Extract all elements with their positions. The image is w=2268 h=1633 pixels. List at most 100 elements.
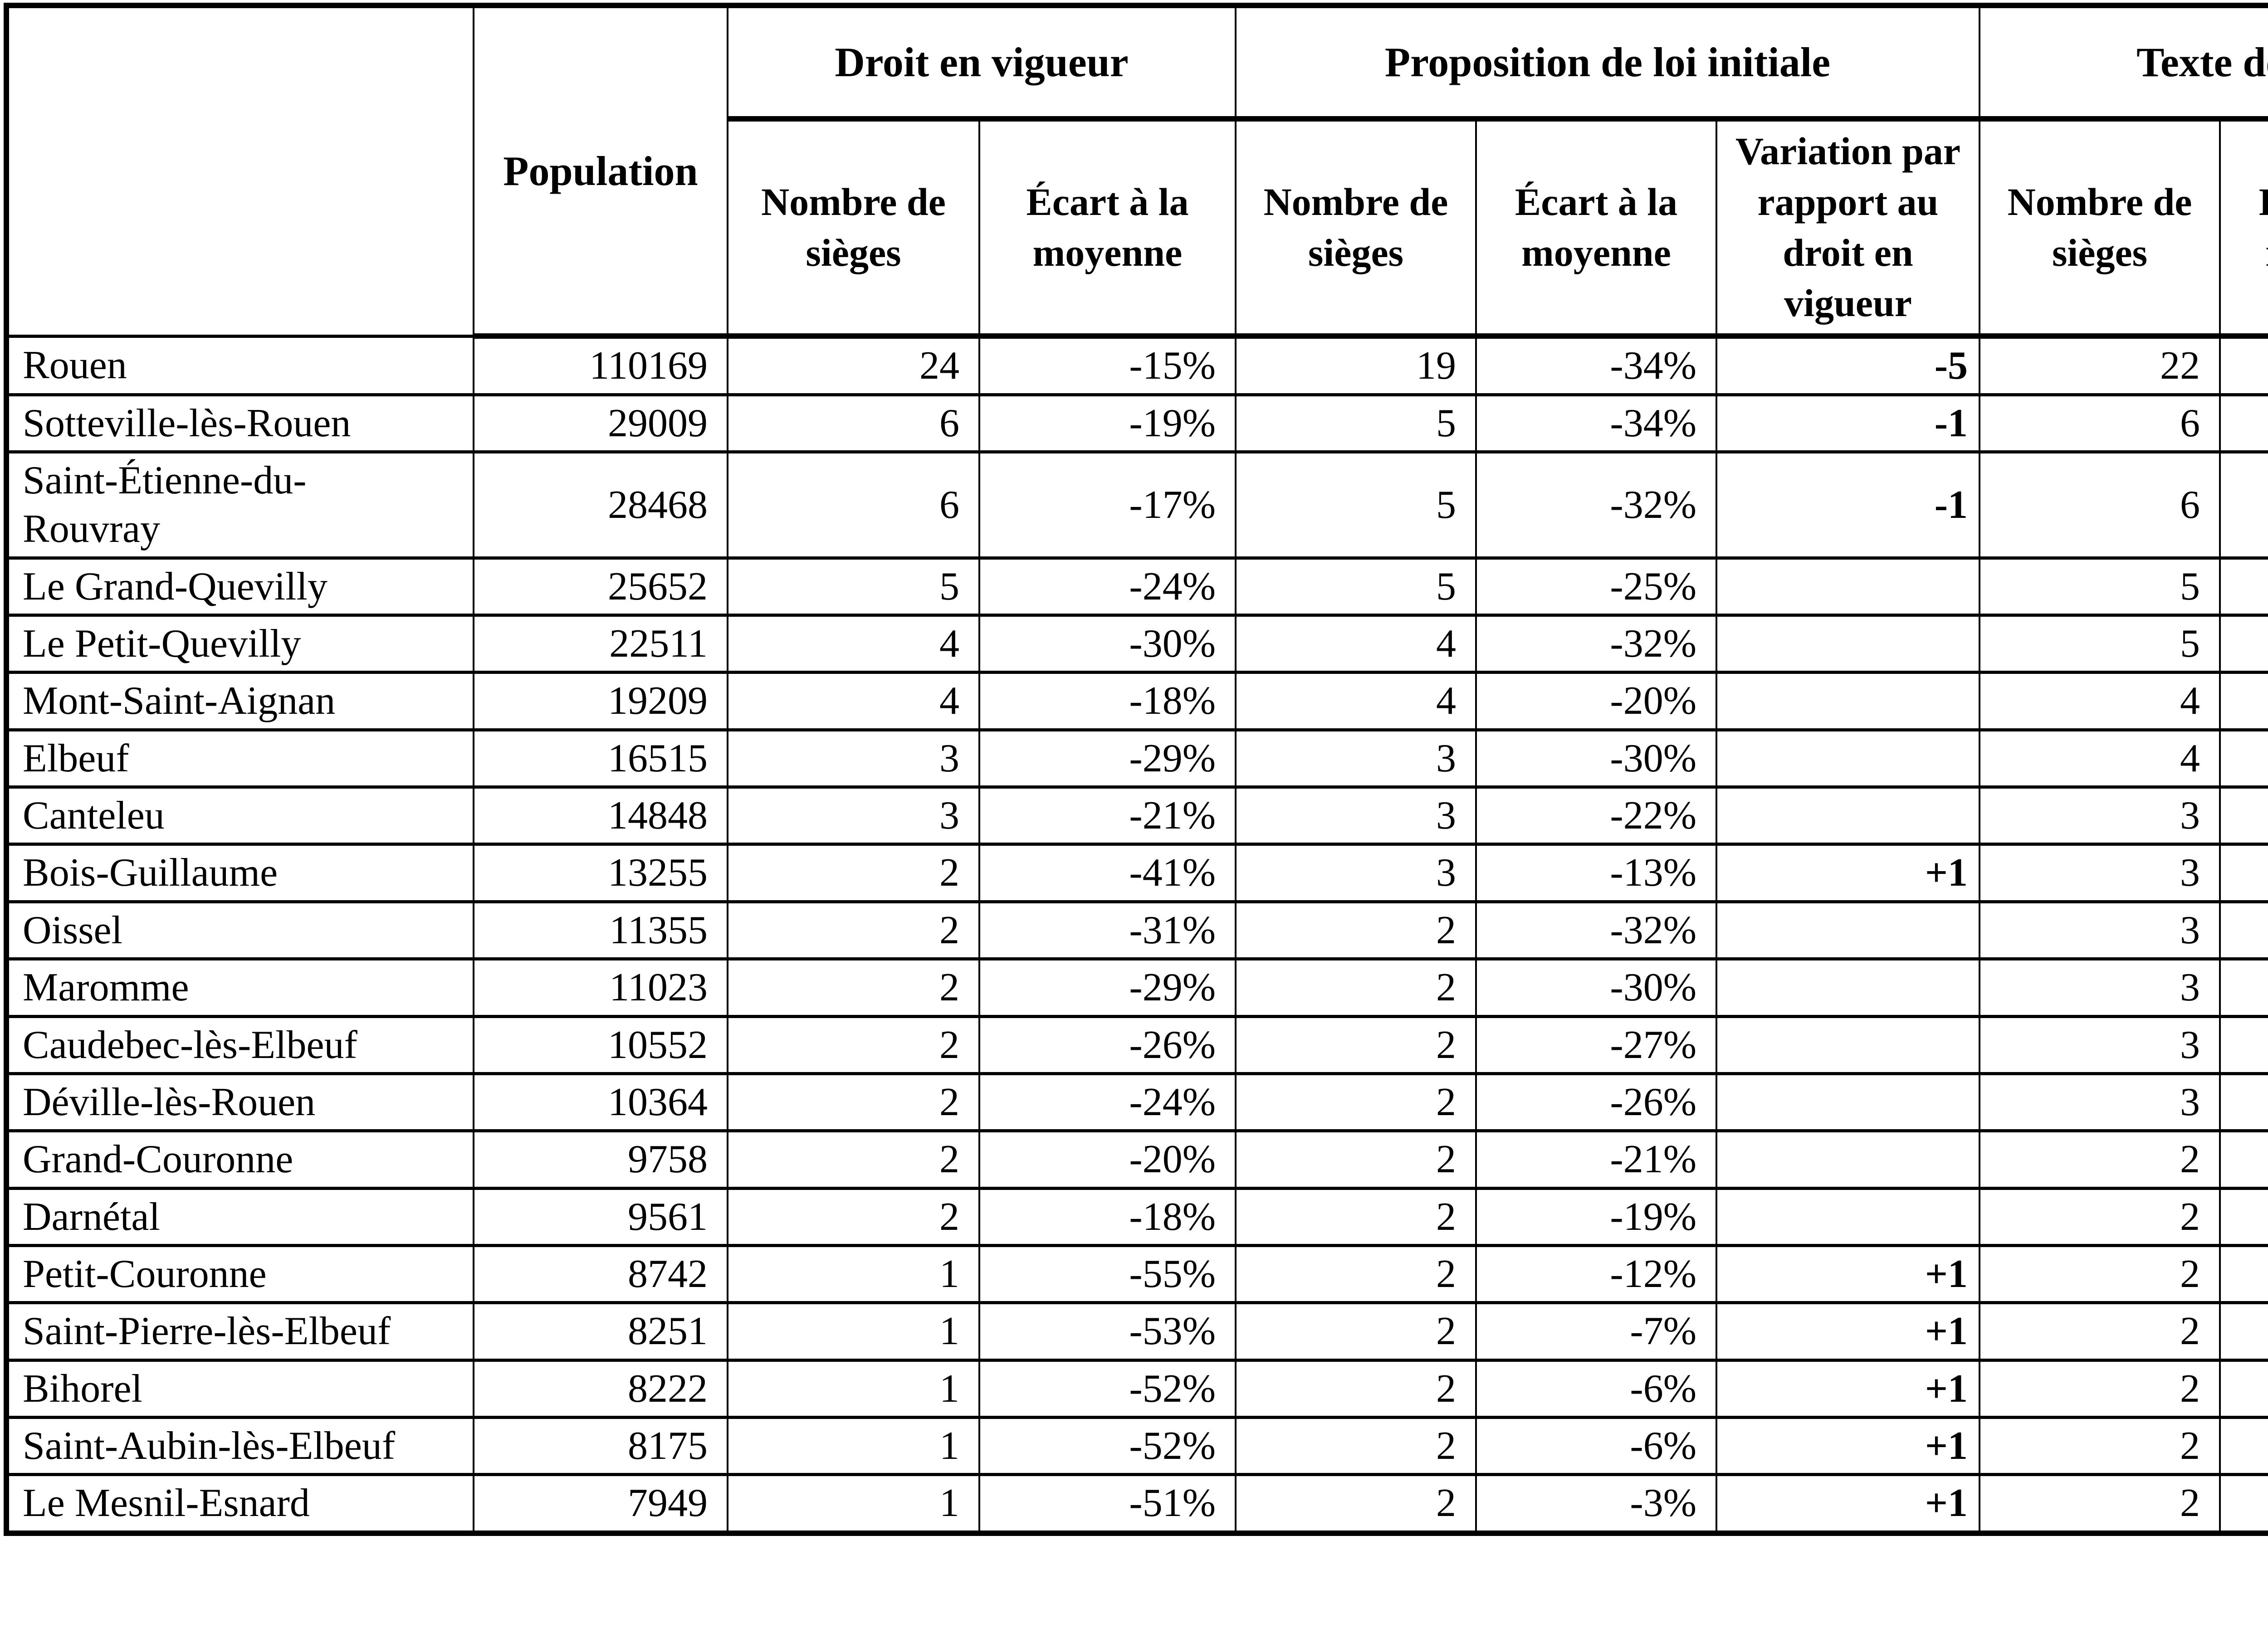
commune-cell: Bois-Guillaume: [5, 843, 474, 903]
commission-nombre-sieges-header: Nombre de sièges: [1979, 117, 2221, 339]
ppl-variation-cell: [1715, 1186, 1981, 1247]
droit-ecart-cell: -53%: [978, 1301, 1237, 1362]
commission-ecart-cell: -26%: [2219, 1186, 2268, 1247]
population-cell: 28468: [473, 450, 728, 560]
commission-ecart-cell: -22%: [2219, 613, 2268, 674]
droit-ecart-cell: -29%: [978, 728, 1237, 789]
commune-cell: Saint-Étienne-du- Rouvray: [5, 450, 474, 560]
ppl-variation-cell: [1715, 1072, 1981, 1133]
header-texte-commission: Texte de la commission: [1979, 4, 2268, 122]
commission-ecart-cell: -27%: [2219, 671, 2268, 731]
droit-ecart-cell: -21%: [978, 785, 1237, 846]
commune-cell: Bihorel: [5, 1358, 474, 1419]
commission-sieges-cell: 2: [1979, 1416, 2221, 1477]
droit-ecart-cell: -20%: [978, 1129, 1237, 1190]
ppl-ecart-cell: -21%: [1475, 1129, 1717, 1190]
ppl-sieges-cell: 2: [1235, 1186, 1477, 1247]
table-header: Population Droit en vigueur Proposition …: [5, 4, 2268, 339]
ppl-variation-cell: +1: [1715, 843, 1981, 903]
ppl-nombre-sieges-header: Nombre de sièges: [1235, 117, 1477, 339]
population-cell: 22511: [473, 613, 728, 674]
commission-sieges-cell: 5: [1979, 613, 2221, 674]
droit-ecart-cell: -52%: [978, 1416, 1237, 1477]
ppl-variation-cell: [1715, 613, 1981, 674]
ppl-sieges-cell: 2: [1235, 1072, 1477, 1133]
droit-ecart-cell: -26%: [978, 1014, 1237, 1075]
population-cell: 13255: [473, 843, 728, 903]
commission-sieges-cell: 3: [1979, 1072, 2221, 1133]
commission-ecart-cell: -20%: [2219, 843, 2268, 903]
ppl-ecart-cell: -34%: [1475, 393, 1717, 453]
corner-cell: [5, 4, 474, 338]
table-row: Saint-Pierre-lès-Elbeuf82511-53%2-7%+12-…: [5, 1301, 2268, 1362]
droit-ecart-cell: -17%: [978, 450, 1237, 560]
droit-sieges-cell: 1: [727, 1416, 980, 1477]
droit-sieges-cell: 24: [727, 334, 980, 396]
commission-sieges-cell: 2: [1979, 1473, 2221, 1535]
droit-ecart-cell: -41%: [978, 843, 1237, 903]
ppl-sieges-cell: 2: [1235, 900, 1477, 961]
commission-ecart-cell: -31%: [2219, 556, 2268, 617]
table-row: Sotteville-lès-Rouen290096-19%5-34%-16-2…: [5, 393, 2268, 453]
commission-ecart-cell: -27%: [2219, 393, 2268, 453]
ppl-ecart-cell: -3%: [1475, 1473, 1717, 1535]
ppl-variation-cell: [1715, 728, 1981, 789]
ppl-variation-cell: [1715, 957, 1981, 1018]
droit-ecart-cell: -24%: [978, 1072, 1237, 1133]
population-cell: 11023: [473, 957, 728, 1018]
population-cell: 14848: [473, 785, 728, 846]
ppl-sieges-cell: 2: [1235, 957, 1477, 1018]
droit-sieges-cell: 2: [727, 1186, 980, 1247]
ppl-variation-cell: +1: [1715, 1416, 1981, 1477]
ppl-sieges-cell: 4: [1235, 671, 1477, 731]
commission-ecart-moyenne-header: Écart à la moyenne: [2219, 117, 2268, 339]
droit-sieges-cell: 1: [727, 1473, 980, 1535]
droit-sieges-cell: 5: [727, 556, 980, 617]
ppl-sieges-cell: 2: [1235, 1129, 1477, 1190]
commune-cell: Grand-Couronne: [5, 1129, 474, 1190]
commission-ecart-cell: +0%: [2219, 1014, 2268, 1075]
ppl-variation-cell: +1: [1715, 1358, 1981, 1419]
droit-sieges-cell: 2: [727, 957, 980, 1018]
droit-sieges-cell: 2: [727, 1014, 980, 1075]
commune-cell: Darnétal: [5, 1186, 474, 1247]
commission-sieges-cell: 3: [1979, 843, 2221, 903]
ppl-sieges-cell: 2: [1235, 1473, 1477, 1535]
commune-cell: Saint-Aubin-lès-Elbeuf: [5, 1416, 474, 1477]
commission-sieges-cell: 4: [1979, 728, 2221, 789]
seats-table: Population Droit en vigueur Proposition …: [4, 3, 2268, 1536]
commune-cell: Canteleu: [5, 785, 474, 846]
commission-sieges-cell: 4: [1979, 671, 2221, 731]
droit-sieges-cell: 2: [727, 1072, 980, 1133]
group-header-row: Population Droit en vigueur Proposition …: [5, 4, 2268, 339]
ppl-variation-header: Variation par rapport au droit en vigueu…: [1715, 117, 1981, 339]
commission-sieges-cell: 6: [1979, 450, 2221, 560]
ppl-variation-cell: +1: [1715, 1243, 1981, 1305]
ppl-ecart-cell: -13%: [1475, 843, 1717, 903]
ppl-variation-cell: +1: [1715, 1301, 1981, 1362]
ppl-variation-cell: -5: [1715, 334, 1981, 396]
commission-sieges-cell: 3: [1979, 785, 2221, 846]
droit-sieges-cell: 6: [727, 393, 980, 453]
commission-sieges-cell: 5: [1979, 556, 2221, 617]
population-cell: 110169: [473, 334, 728, 396]
ppl-ecart-cell: -12%: [1475, 1243, 1717, 1305]
population-cell: 10552: [473, 1014, 728, 1075]
commission-ecart-cell: -7%: [2219, 900, 2268, 961]
droit-sieges-cell: 2: [727, 1129, 980, 1190]
ppl-variation-cell: [1715, 1129, 1981, 1190]
commission-ecart-cell: -15%: [2219, 1301, 2268, 1362]
ppl-ecart-cell: -27%: [1475, 1014, 1717, 1075]
table-row: Saint-Étienne-du- Rouvray 28468 6 -17% 5 -32%…: [5, 450, 2268, 560]
commune-cell: Rouen: [5, 334, 474, 396]
droit-nombre-sieges-header: Nombre de sièges: [727, 117, 980, 339]
